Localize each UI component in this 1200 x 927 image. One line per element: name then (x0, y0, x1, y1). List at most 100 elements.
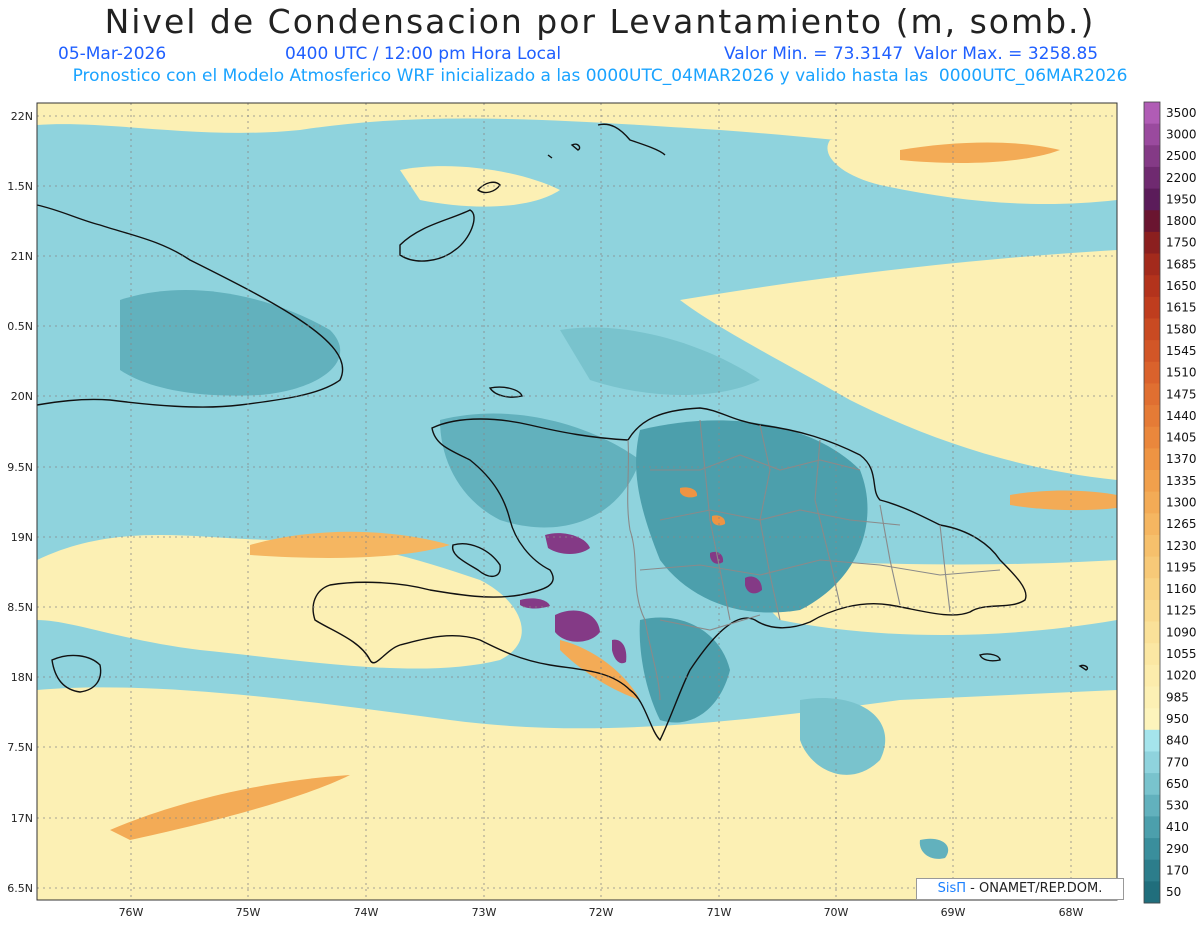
colorbar-swatch (1144, 881, 1160, 904)
colorbar-swatch (1144, 621, 1160, 644)
lon-label: 73W (472, 906, 497, 919)
colorbar-swatch (1144, 686, 1160, 709)
colorbar-label: 1055 (1166, 647, 1197, 661)
colorbar-swatch (1144, 166, 1160, 189)
lon-label: 75W (236, 906, 261, 919)
colorbar-swatch (1144, 794, 1160, 817)
colorbar-swatch (1144, 145, 1160, 168)
colorbar-swatch (1144, 102, 1160, 125)
colorbar-label: 985 (1166, 690, 1189, 704)
lat-label: 6.5N (7, 882, 33, 895)
lat-label: 8.5N (7, 601, 33, 614)
lat-label: 0.5N (7, 320, 33, 333)
colorbar-label: 1195 (1166, 560, 1197, 574)
colorbar-label: 1510 (1166, 366, 1197, 380)
colorbar-swatch (1144, 296, 1160, 319)
colorbar-label: 2200 (1166, 171, 1197, 185)
lat-label: 19N (11, 531, 33, 544)
forecast-time: 0400 UTC / 12:00 pm Hora Local (285, 44, 562, 64)
colorbar-swatch (1144, 643, 1160, 666)
lcl-field (37, 103, 1117, 900)
lon-label: 74W (354, 906, 379, 919)
colorbar-label: 840 (1166, 734, 1189, 748)
colorbar-label: 1370 (1166, 452, 1197, 466)
colorbar-label: 170 (1166, 864, 1189, 878)
colorbar-label: 1545 (1166, 344, 1197, 358)
coastlines (36, 123, 1089, 742)
colorbar-label: 1800 (1166, 214, 1197, 228)
colorbar-label: 1125 (1166, 604, 1197, 618)
colorbar-swatch (1144, 599, 1160, 622)
lon-label: 70W (824, 906, 849, 919)
colorbar-swatch (1144, 340, 1160, 363)
colorbar-label: 1475 (1166, 387, 1197, 401)
colorbar-swatch (1144, 816, 1160, 839)
colorbar-label: 1020 (1166, 669, 1197, 683)
lat-label: 22N (11, 110, 33, 123)
lon-label: 72W (589, 906, 614, 919)
credit-box: SisΠ - ONAMET/REP.DOM. (916, 878, 1124, 900)
forecast-info: Pronostico con el Modelo Atmosferico WRF… (72, 66, 1128, 86)
colorbar-label: 950 (1166, 712, 1189, 726)
colorbar-swatch (1144, 838, 1160, 861)
colorbar-label: 410 (1166, 820, 1189, 834)
colorbar-swatch (1144, 578, 1160, 601)
colorbar-swatch (1144, 751, 1160, 774)
colorbar-swatch (1144, 318, 1160, 341)
lat-label: 17N (11, 812, 33, 825)
colorbar-swatch (1144, 534, 1160, 558)
colorbar-label: 3000 (1166, 127, 1197, 141)
colorbar-swatch (1144, 275, 1160, 298)
colorbar-label: 530 (1166, 799, 1189, 813)
colorbar-swatch (1144, 253, 1160, 276)
colorbar-swatch (1144, 448, 1160, 471)
grid-lines (37, 103, 1117, 900)
colorbar-swatch (1144, 361, 1160, 384)
colorbar-swatch (1144, 708, 1160, 731)
colorbar-label: 50 (1166, 885, 1181, 899)
province-borders (627, 419, 1001, 701)
colorbar-label: 1685 (1166, 257, 1197, 271)
credit-brand: SisΠ (937, 881, 967, 896)
colorbar-swatch (1144, 383, 1160, 406)
min-max-values: Valor Min. = 73.3147 Valor Max. = 3258.8… (724, 44, 1099, 64)
colorbar-swatch (1144, 664, 1160, 687)
colorbar-label: 1615 (1166, 301, 1197, 315)
colorbar-swatch (1144, 729, 1160, 752)
lon-label: 68W (1059, 906, 1084, 919)
lat-label: 18N (11, 671, 33, 684)
colorbar-swatch (1144, 491, 1160, 514)
colorbar-label: 650 (1166, 777, 1189, 791)
colorbar: 3500 3000 2500 2200 1950 1800 1750 1685 1650 1615… (1143, 101, 1197, 904)
colorbar-swatch (1144, 859, 1160, 882)
lon-label: 69W (941, 906, 966, 919)
colorbar-label: 1440 (1166, 409, 1197, 423)
colorbar-label: 1580 (1166, 322, 1197, 336)
longitude-labels: 76W 75W 74W 73W 72W 71W 70W 69W 68W (119, 906, 1084, 919)
colorbar-label: 2500 (1166, 149, 1197, 163)
colorbar-label: 1750 (1166, 236, 1197, 250)
colorbar-label: 1090 (1166, 625, 1197, 639)
colorbar-frame (1143, 101, 1161, 904)
colorbar-label: 290 (1166, 842, 1189, 856)
colorbar-label: 1300 (1166, 496, 1197, 510)
lat-label: 21N (11, 250, 33, 263)
colorbar-swatch (1144, 773, 1160, 796)
lat-label: 7.5N (7, 741, 33, 754)
colorbar-label: 1335 (1166, 474, 1197, 488)
lat-label: 1.5N (7, 180, 33, 193)
colorbar-swatch (1144, 470, 1160, 493)
colorbar-label: 1230 (1166, 539, 1197, 553)
latitude-labels: 22N 1.5N 21N 0.5N 20N 9.5N 19N 8.5N 18N … (7, 110, 33, 895)
colorbar-label: 770 (1166, 755, 1189, 769)
colorbar-swatch (1144, 513, 1160, 536)
colorbar-label: 1265 (1166, 517, 1197, 531)
forecast-date: 05-Mar-2026 (58, 44, 167, 64)
colorbar-swatch (1144, 426, 1160, 449)
colorbar-swatch (1144, 210, 1160, 233)
colorbar-label: 1950 (1166, 192, 1197, 206)
lon-label: 71W (707, 906, 732, 919)
lon-label: 76W (119, 906, 144, 919)
colorbar-label: 1160 (1166, 582, 1197, 596)
colorbar-label: 3500 (1166, 106, 1197, 120)
